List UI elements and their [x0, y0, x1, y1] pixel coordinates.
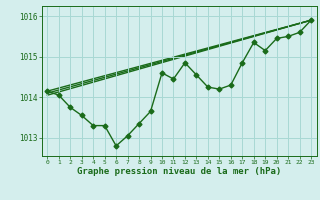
X-axis label: Graphe pression niveau de la mer (hPa): Graphe pression niveau de la mer (hPa)	[77, 167, 281, 176]
